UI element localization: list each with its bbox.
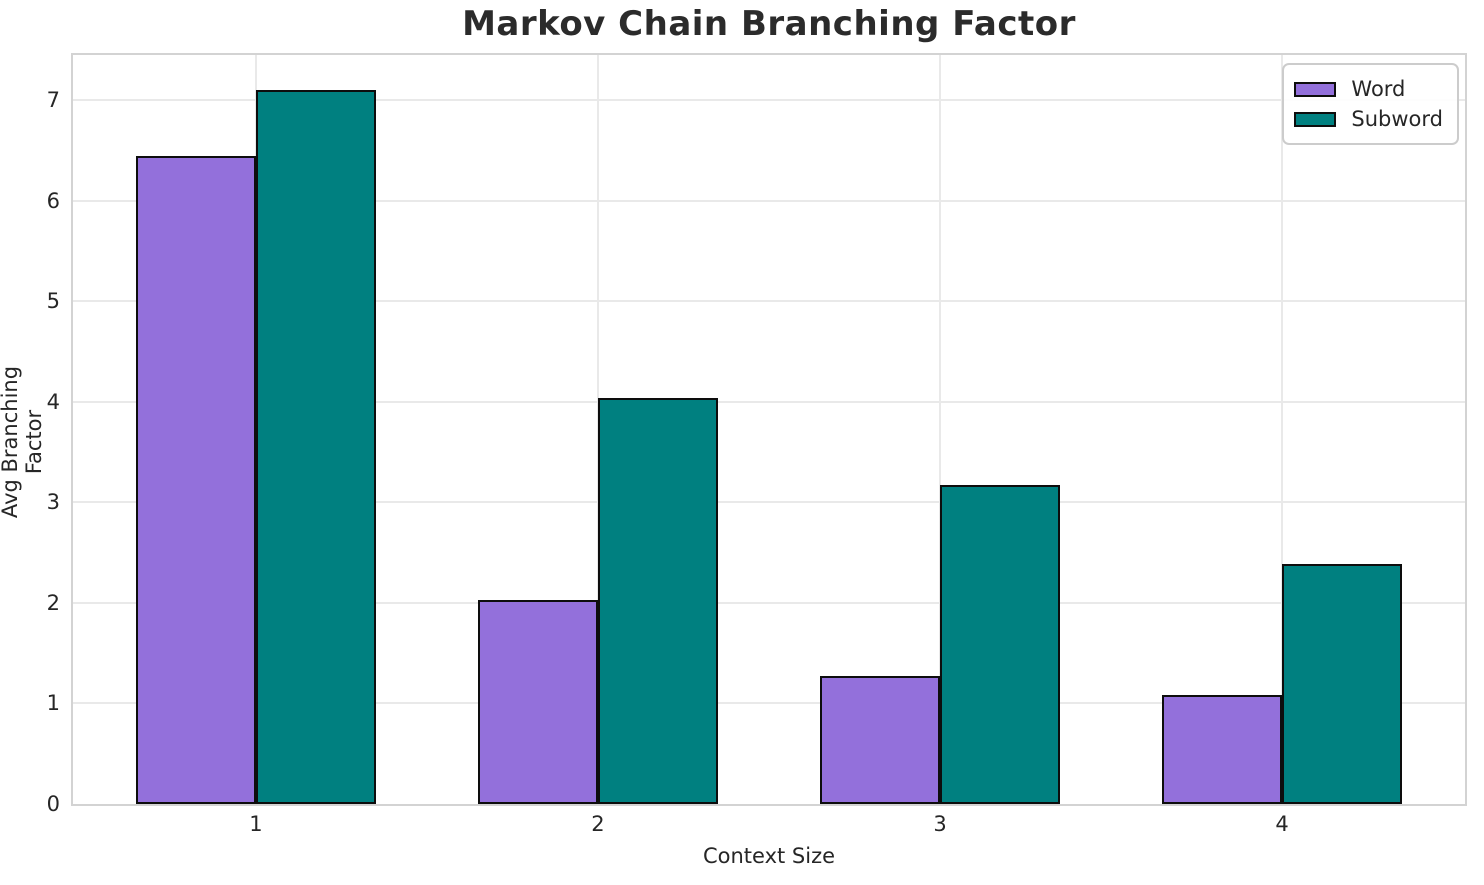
x-tick-label-2: 2 [591,812,605,836]
chart-title: Markov Chain Branching Factor [462,4,1076,44]
h-gridline-7 [73,99,1465,102]
legend-item-word: Word [1294,74,1443,104]
bar-word-x4 [1162,695,1282,804]
bar-subword-x2 [598,398,718,804]
y-tick-label-2: 2 [46,590,60,615]
h-gridline-3 [73,501,1465,504]
bar-word-x1 [136,156,256,804]
x-axis-label: Context Size [702,844,836,868]
y-tick-label-3: 3 [46,490,60,515]
bar-subword-x4 [1282,564,1402,804]
bar-word-x2 [478,600,598,804]
h-gridline-1 [73,702,1465,705]
legend-label-subword: Subword [1351,107,1443,131]
y-axis-label: Avg Branching Factor [0,365,46,519]
y-tick-label-5: 5 [46,289,60,314]
plot-area: Word Subword [71,53,1467,806]
legend-swatch-subword [1294,111,1337,127]
y-tick-label-7: 7 [46,88,60,113]
bar-word-x3 [820,676,940,804]
v-gridline-4 [1281,55,1284,804]
legend-item-subword: Subword [1294,104,1443,134]
y-tick-label-0: 0 [46,792,60,816]
h-gridline-6 [73,199,1465,202]
bar-subword-x1 [256,90,376,804]
y-tick-label-6: 6 [46,188,60,213]
y-tick-label-1: 1 [46,691,60,716]
y-tick-label-4: 4 [46,389,60,414]
h-gridline-2 [73,601,1465,604]
legend-label-word: Word [1351,77,1406,101]
x-tick-label-1: 1 [249,812,263,836]
bar-subword-x3 [940,485,1060,804]
h-gridline-4 [73,400,1465,403]
x-tick-label-3: 3 [933,812,947,836]
v-gridline-3 [939,55,941,804]
x-tick-label-4: 4 [1275,812,1289,836]
h-gridline-5 [73,300,1465,303]
v-gridline-2 [596,55,599,804]
legend-swatch-word [1294,81,1337,97]
legend: Word Subword [1282,63,1459,145]
